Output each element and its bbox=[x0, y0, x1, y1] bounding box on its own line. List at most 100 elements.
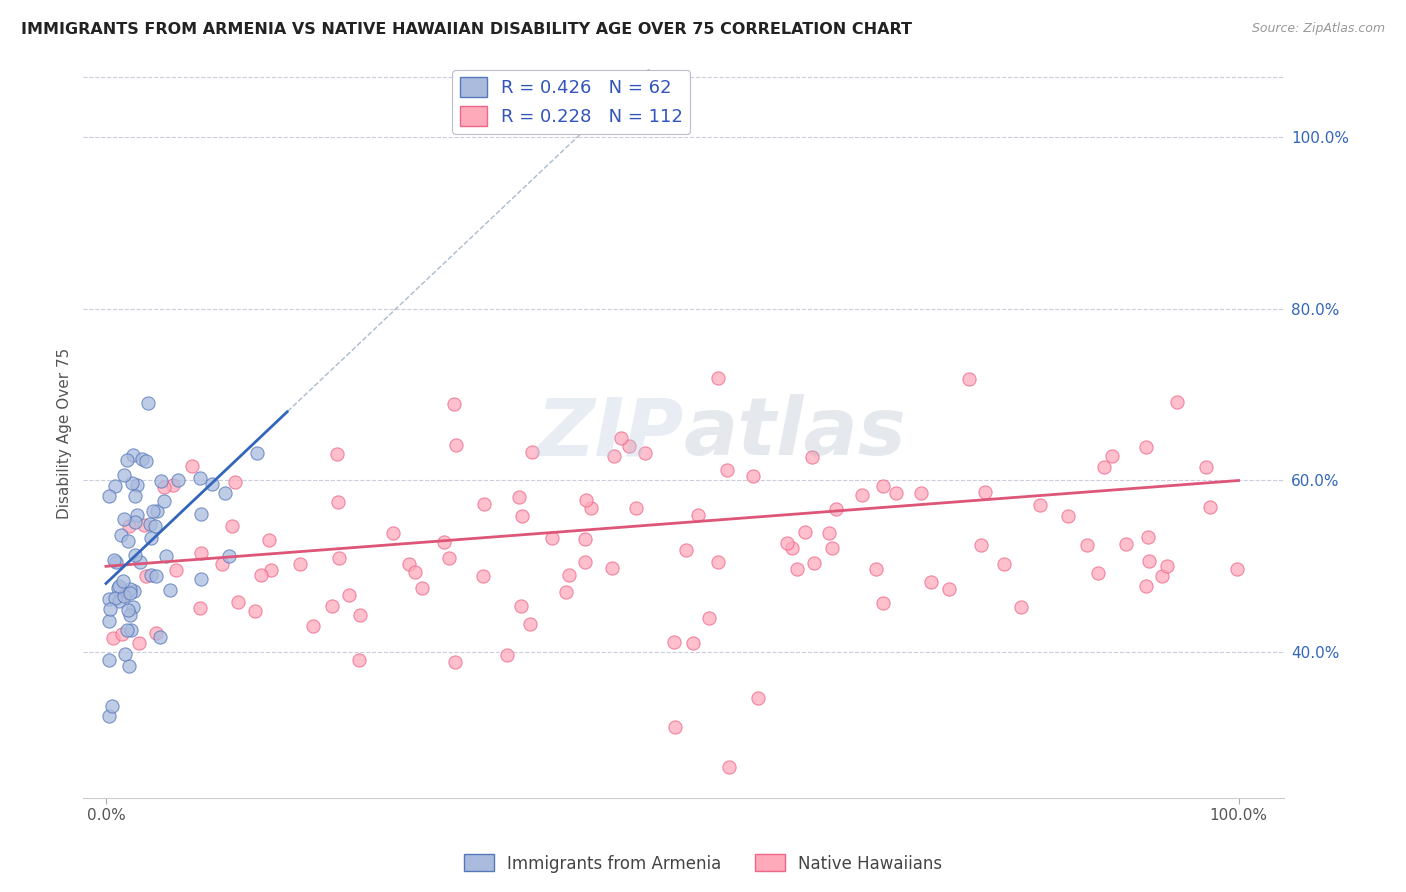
Point bbox=[245, 604, 267, 618]
Point bbox=[145, 625, 167, 640]
Point bbox=[716, 463, 738, 477]
Point bbox=[786, 562, 808, 576]
Point bbox=[472, 568, 495, 582]
Point bbox=[1087, 566, 1109, 581]
Point bbox=[717, 760, 740, 774]
Point bbox=[328, 551, 350, 566]
Point bbox=[619, 439, 641, 453]
Point bbox=[127, 508, 149, 522]
Point bbox=[884, 486, 907, 500]
Point bbox=[682, 635, 704, 649]
Point bbox=[540, 532, 562, 546]
Point bbox=[117, 518, 139, 533]
Point bbox=[496, 648, 519, 662]
Point bbox=[257, 533, 280, 547]
Y-axis label: Disability Age Over 75: Disability Age Over 75 bbox=[58, 348, 72, 519]
Point bbox=[139, 516, 162, 531]
Point bbox=[747, 691, 769, 706]
Point bbox=[214, 485, 236, 500]
Point bbox=[794, 524, 817, 539]
Point bbox=[141, 531, 163, 545]
Point bbox=[110, 527, 132, 541]
Point bbox=[872, 596, 894, 610]
Point bbox=[162, 477, 184, 491]
Point bbox=[98, 614, 121, 628]
Point bbox=[664, 720, 686, 734]
Point bbox=[675, 543, 697, 558]
Point bbox=[139, 568, 162, 582]
Point bbox=[181, 459, 204, 474]
Point bbox=[579, 501, 602, 516]
Point bbox=[135, 454, 157, 468]
Point bbox=[472, 497, 495, 511]
Point bbox=[124, 489, 146, 503]
Point bbox=[138, 396, 160, 410]
Point bbox=[1195, 460, 1218, 475]
Point bbox=[1010, 600, 1032, 615]
Point bbox=[118, 608, 141, 623]
Point bbox=[1101, 449, 1123, 463]
Point bbox=[112, 589, 135, 603]
Point bbox=[938, 582, 960, 596]
Point bbox=[519, 616, 541, 631]
Point bbox=[969, 537, 991, 551]
Point bbox=[114, 586, 136, 600]
Point bbox=[125, 478, 148, 492]
Point bbox=[118, 659, 141, 673]
Point bbox=[872, 479, 894, 493]
Point bbox=[250, 568, 273, 582]
Point bbox=[98, 602, 121, 616]
Point bbox=[98, 709, 121, 723]
Point bbox=[105, 555, 128, 569]
Point bbox=[662, 634, 685, 648]
Point bbox=[575, 492, 598, 507]
Point bbox=[149, 475, 172, 489]
Point bbox=[404, 566, 426, 580]
Point bbox=[122, 448, 145, 462]
Point bbox=[114, 647, 136, 661]
Point bbox=[165, 563, 187, 577]
Point bbox=[188, 471, 211, 485]
Point bbox=[1166, 395, 1188, 409]
Point bbox=[120, 585, 142, 599]
Point bbox=[288, 557, 311, 571]
Point bbox=[697, 611, 720, 625]
Point bbox=[707, 555, 730, 569]
Point bbox=[124, 515, 146, 529]
Point bbox=[115, 624, 138, 638]
Point bbox=[1152, 569, 1174, 583]
Point bbox=[246, 446, 269, 460]
Point bbox=[624, 501, 647, 516]
Point bbox=[112, 574, 135, 588]
Point bbox=[190, 508, 212, 522]
Point bbox=[117, 533, 139, 548]
Point bbox=[910, 486, 932, 500]
Point bbox=[555, 584, 578, 599]
Point bbox=[122, 584, 145, 599]
Point bbox=[153, 480, 176, 494]
Point bbox=[134, 518, 156, 533]
Point bbox=[382, 525, 405, 540]
Point bbox=[818, 526, 841, 541]
Point bbox=[146, 504, 169, 518]
Point bbox=[337, 588, 360, 602]
Point bbox=[1092, 459, 1115, 474]
Point bbox=[780, 541, 803, 555]
Point bbox=[326, 447, 349, 461]
Point bbox=[776, 536, 799, 550]
Point bbox=[742, 469, 765, 483]
Point bbox=[145, 569, 167, 583]
Point bbox=[1156, 558, 1178, 573]
Text: ZIP: ZIP bbox=[536, 394, 683, 472]
Point bbox=[921, 575, 943, 590]
Point bbox=[153, 494, 176, 508]
Point bbox=[973, 484, 995, 499]
Point bbox=[574, 533, 596, 547]
Point bbox=[865, 562, 887, 576]
Point bbox=[120, 624, 142, 638]
Point bbox=[98, 653, 121, 667]
Point bbox=[957, 372, 980, 386]
Point bbox=[801, 450, 824, 464]
Point bbox=[411, 581, 433, 595]
Point bbox=[118, 582, 141, 597]
